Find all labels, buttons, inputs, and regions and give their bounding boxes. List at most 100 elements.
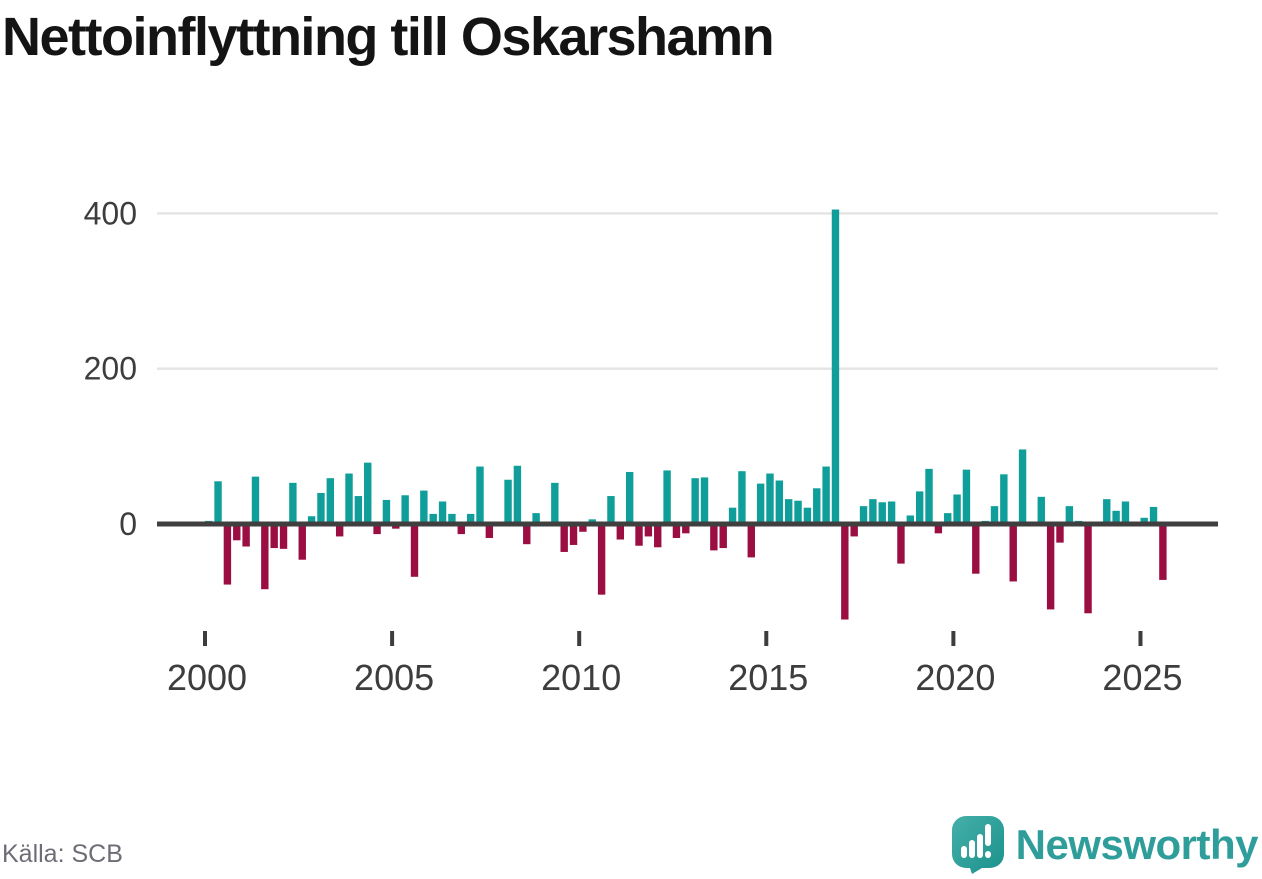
- bar-2002-Q4: [307, 516, 316, 524]
- bar-chart: 0 200 400 2000 2005 2010 2015 2020 2025: [84, 195, 1218, 698]
- bar-2007-Q3: [485, 524, 494, 538]
- bar-2006-Q1: [429, 513, 437, 524]
- chart-title: Nettoinflyttning till Oskarshamn: [2, 7, 775, 67]
- x-axis-label: 2015: [728, 657, 808, 698]
- bar-2016-Q3: [822, 466, 830, 524]
- bar-2014-Q2: [738, 471, 746, 524]
- bar-2012-Q1: [654, 524, 662, 548]
- x-axis-label: 2025: [1102, 657, 1182, 698]
- bar-2004-Q4: [382, 499, 391, 524]
- bar-2000-Q4: [233, 524, 241, 541]
- bar-2003-Q1: [317, 492, 325, 524]
- bar-2013-Q4: [719, 524, 727, 549]
- bar-2010-Q4: [607, 496, 615, 524]
- bar-2008-Q2: [513, 465, 522, 524]
- bar-2012-Q4: [682, 524, 690, 534]
- bar-2013-Q1: [691, 478, 699, 524]
- bar-2017-Q4: [869, 499, 877, 524]
- bar-2023-Q3: [1084, 524, 1092, 614]
- bar-2022-Q2: [1037, 496, 1045, 524]
- bar-2005-Q4: [420, 490, 428, 524]
- bar-2017-Q2: [850, 524, 858, 537]
- bar-2016-Q2: [813, 488, 821, 524]
- bar-2002-Q2: [289, 482, 297, 524]
- bar-2014-Q4: [756, 483, 765, 524]
- bar-2021-Q3: [1009, 524, 1017, 582]
- bar-2015-Q2: [775, 480, 784, 524]
- bar-2004-Q1: [354, 496, 363, 524]
- x-axis-tick: [1138, 631, 1143, 646]
- bar-2001-Q4: [270, 524, 278, 549]
- bar-2018-Q2: [887, 501, 896, 524]
- bar-2007-Q1: [466, 513, 475, 524]
- bar-2020-Q2: [962, 469, 971, 524]
- bar-2014-Q1: [728, 507, 737, 524]
- x-axis-label: 2020: [915, 657, 995, 698]
- bar-2020-Q3: [972, 524, 980, 574]
- bar-2016-Q4: [831, 209, 840, 524]
- bar-2010-Q3: [597, 524, 606, 595]
- bar-2022-Q3: [1046, 524, 1055, 610]
- bar-2003-Q3: [335, 524, 344, 537]
- bar-2025-Q1: [1140, 517, 1148, 524]
- bar-2008-Q1: [504, 479, 512, 524]
- bar-2021-Q4: [1018, 449, 1027, 524]
- bar-2019-Q4: [944, 513, 952, 524]
- bar-2024-Q3: [1121, 501, 1130, 524]
- bar-2002-Q1: [279, 524, 288, 549]
- bar-2008-Q3: [523, 524, 531, 545]
- bar-2016-Q1: [803, 507, 812, 524]
- bar-2025-Q2: [1149, 506, 1158, 524]
- bar-2008-Q4: [532, 513, 540, 524]
- bar-2014-Q3: [747, 524, 755, 558]
- bar-2012-Q3: [672, 524, 681, 538]
- bar-2021-Q2: [1000, 474, 1008, 524]
- bar-2021-Q1: [990, 506, 999, 524]
- bar-2013-Q2: [700, 477, 709, 524]
- bar-2001-Q1: [242, 524, 250, 547]
- bar-2002-Q3: [298, 524, 306, 560]
- newsworthy-logo: Newsworthy: [951, 816, 1259, 874]
- logo-wordmark: Newsworthy: [1015, 821, 1259, 868]
- bar-2024-Q2: [1112, 510, 1120, 524]
- bar-chart-speech-bubble-icon: [951, 816, 1004, 874]
- bar-2024-Q1: [1103, 499, 1111, 524]
- bar-2011-Q2: [625, 471, 634, 524]
- bar-2009-Q2: [551, 482, 559, 524]
- bar-2015-Q4: [794, 500, 802, 524]
- bar-2011-Q1: [616, 524, 625, 540]
- bar-2003-Q4: [345, 473, 353, 524]
- bar-2000-Q2: [214, 481, 222, 524]
- bar-2023-Q1: [1065, 506, 1074, 524]
- bar-2005-Q2: [401, 495, 409, 524]
- bar-2003-Q2: [326, 478, 335, 524]
- gridline: [157, 367, 1218, 370]
- bar-2001-Q2: [251, 476, 260, 524]
- bar-2018-Q3: [897, 524, 905, 564]
- source-note: Källa: SCB: [2, 840, 123, 868]
- bar-2011-Q4: [644, 524, 653, 537]
- x-axis-tick: [390, 631, 395, 646]
- bar-2010-Q1: [579, 524, 587, 532]
- bar-2013-Q3: [710, 524, 718, 551]
- bar-2018-Q1: [878, 502, 886, 524]
- bar-2019-Q2: [925, 468, 933, 524]
- bar-2007-Q2: [476, 466, 484, 524]
- bar-2005-Q3: [410, 524, 419, 577]
- bar-2018-Q4: [906, 515, 915, 524]
- bar-2022-Q4: [1056, 524, 1064, 543]
- bar-2020-Q1: [953, 494, 961, 524]
- bar-2012-Q2: [663, 470, 671, 524]
- x-axis-label: 2010: [541, 657, 621, 698]
- bar-2004-Q3: [373, 524, 381, 535]
- x-axis-tick: [203, 631, 207, 646]
- bar-2011-Q3: [635, 524, 643, 546]
- x-axis-label: 2000: [167, 657, 247, 698]
- y-axis-label: 400: [84, 195, 137, 231]
- bar-2006-Q2: [438, 501, 447, 524]
- bar-2015-Q1: [766, 473, 774, 524]
- bar-2019-Q3: [934, 524, 943, 534]
- bar-2009-Q3: [560, 524, 568, 552]
- bar-2001-Q3: [261, 524, 269, 590]
